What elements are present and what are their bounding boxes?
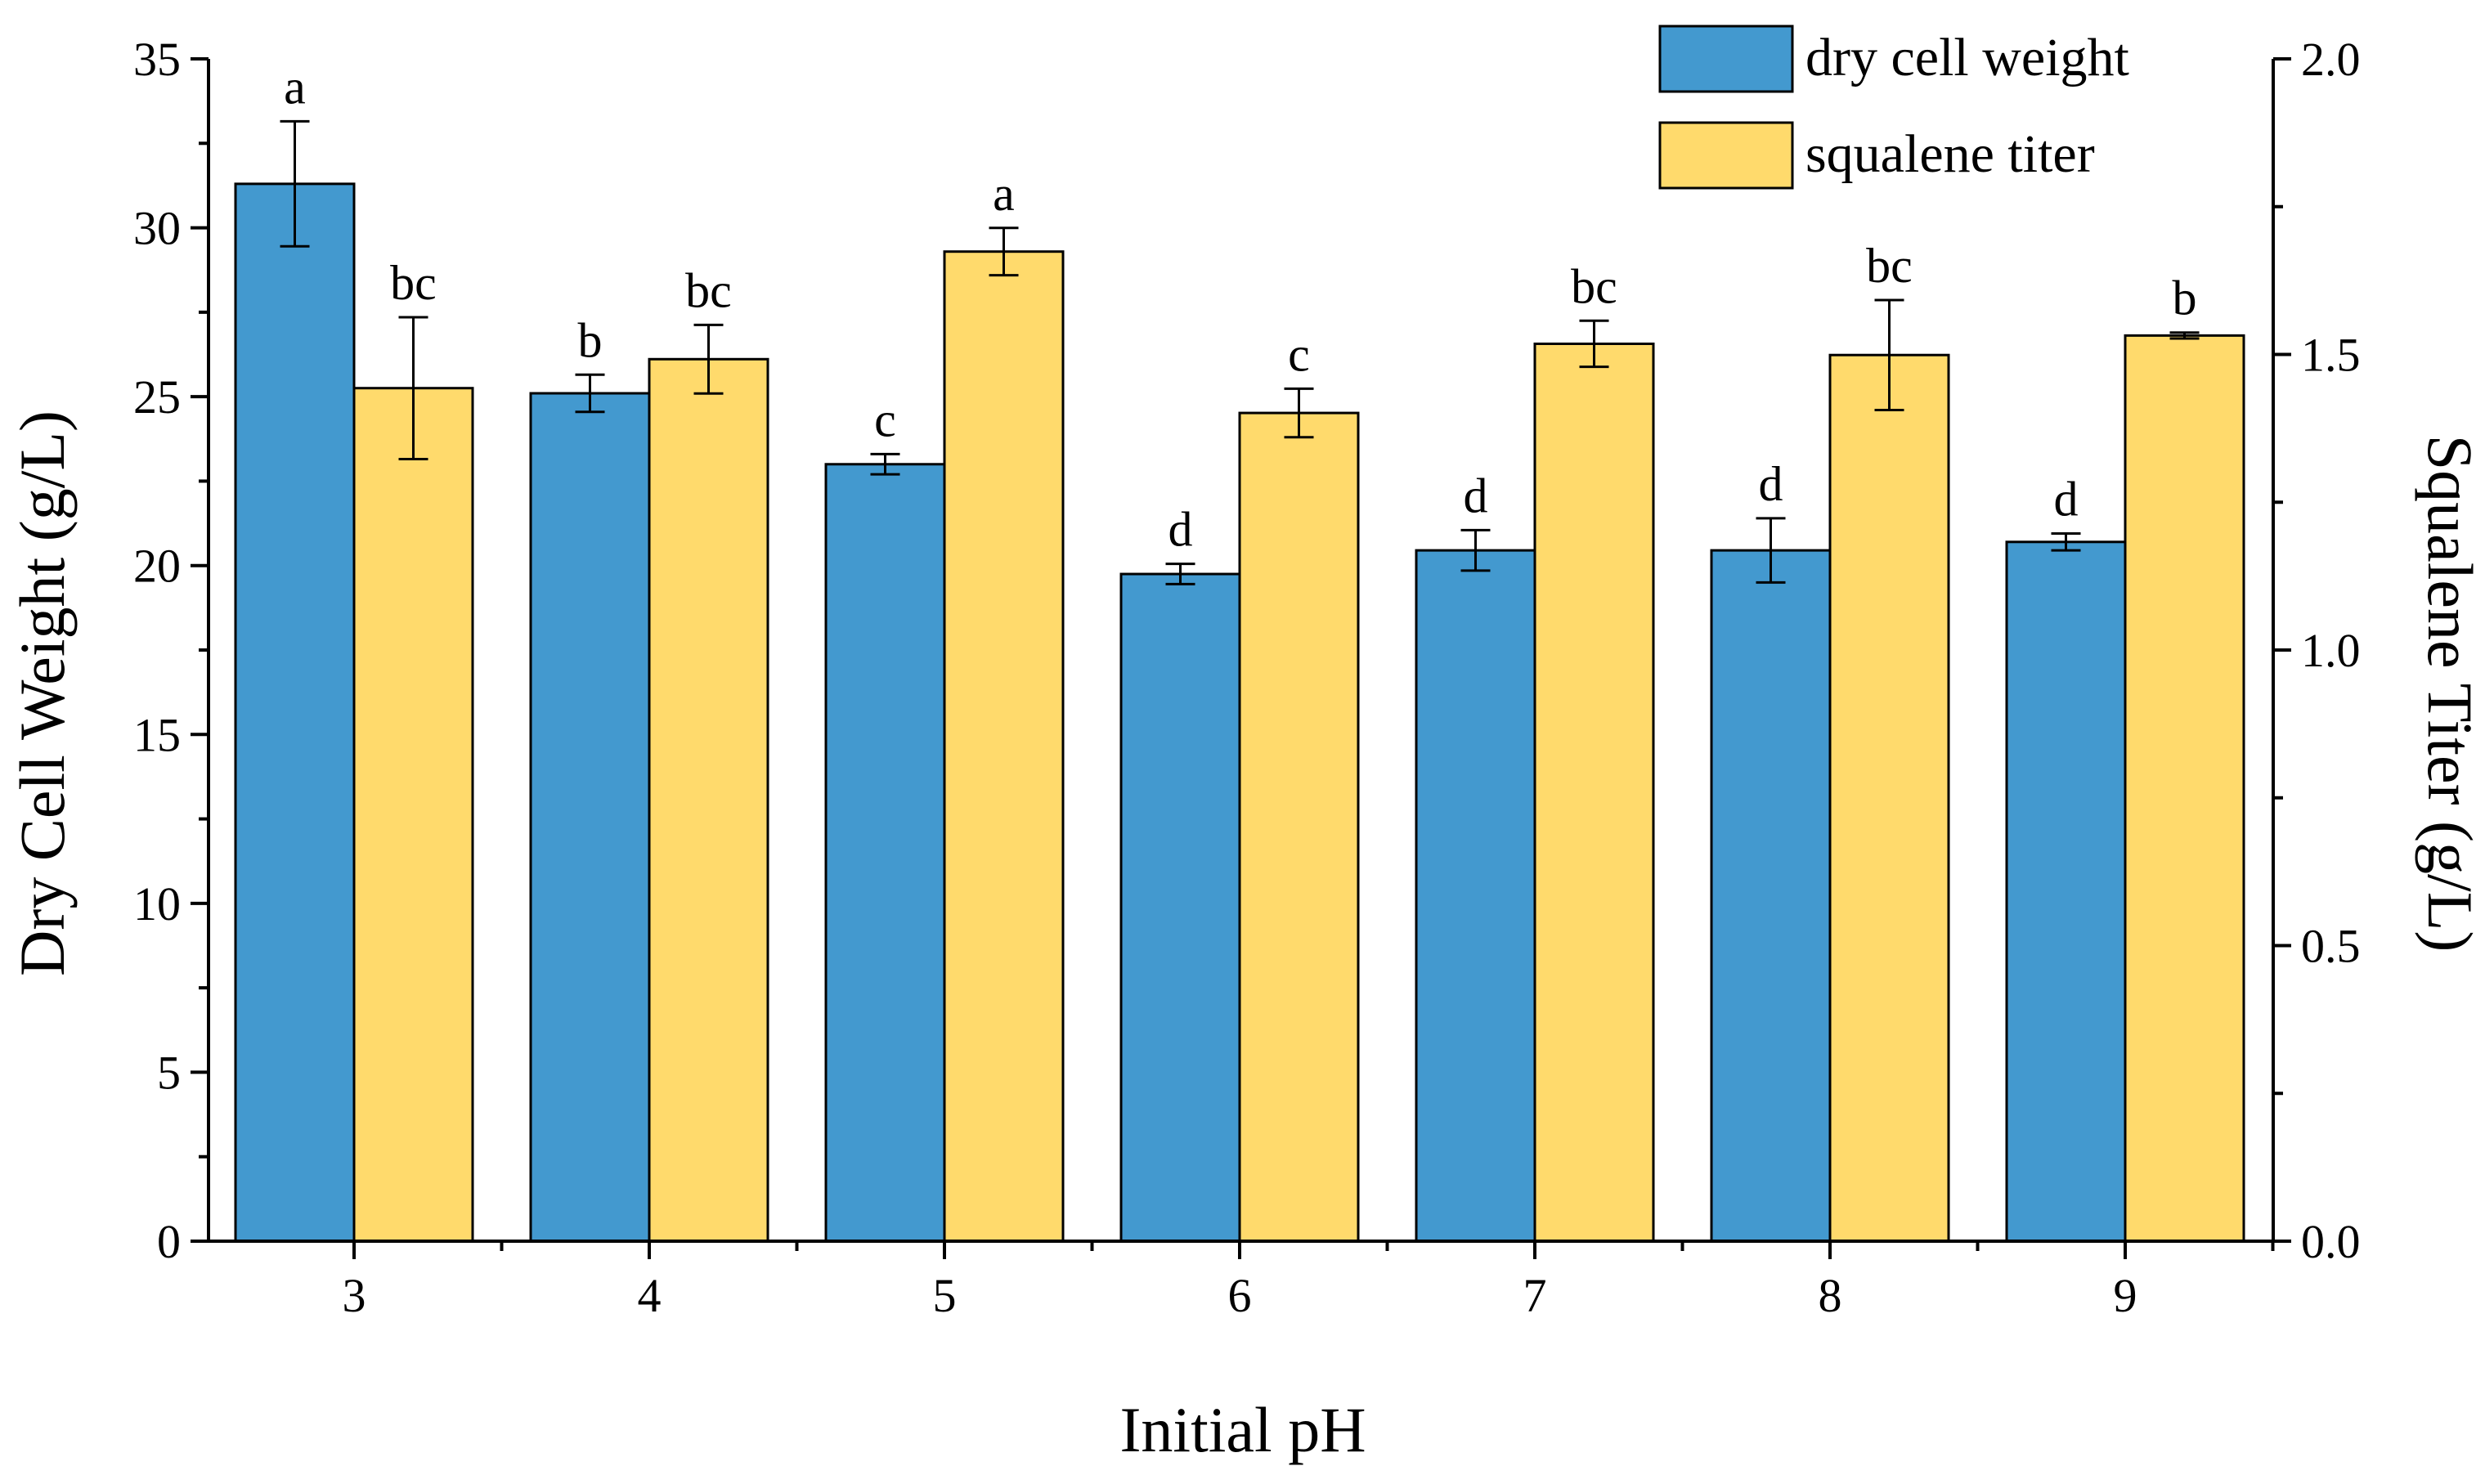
y-right-tick-label-0.0: 0.0 bbox=[2301, 1215, 2361, 1268]
bar-squalene-ph-7 bbox=[1533, 342, 1655, 1243]
significance-label-squalene-ph-4: bc bbox=[685, 263, 732, 317]
bars-layer bbox=[234, 182, 2245, 1243]
bar-dcw-ph-4 bbox=[529, 392, 651, 1243]
bar-dcw-ph-8 bbox=[1710, 549, 1832, 1243]
bar-squalene-ph-3 bbox=[352, 387, 474, 1243]
bar-dcw-ph-9 bbox=[2005, 540, 2127, 1243]
bar-dcw-ph-3 bbox=[234, 182, 356, 1243]
bar-dcw-ph-5 bbox=[824, 463, 946, 1243]
bar-squalene-ph-4 bbox=[648, 357, 769, 1243]
legend: dry cell weight squalene titer bbox=[1658, 25, 2129, 190]
y-right-tick-label-2.0: 2.0 bbox=[2301, 33, 2361, 86]
significance-label-dcw-ph-3: a bbox=[284, 60, 306, 114]
y-left-tick-label-35: 35 bbox=[133, 33, 181, 86]
y-left-tick-label-30: 30 bbox=[133, 202, 181, 255]
error-bars-layer bbox=[280, 119, 2200, 585]
y-left-axis-title: Dry Cell Weight (g/L) bbox=[7, 410, 78, 976]
y-left-tick-label-0: 0 bbox=[157, 1215, 181, 1268]
significance-label-dcw-ph-8: d bbox=[1759, 457, 1783, 511]
legend-swatch-dry-cell-weight bbox=[1658, 25, 1794, 93]
bar-squalene-ph-6 bbox=[1238, 411, 1360, 1243]
y-right-tick-label-1.5: 1.5 bbox=[2301, 329, 2361, 382]
significance-label-squalene-ph-8: bc bbox=[1866, 239, 1913, 293]
bar-squalene-ph-9 bbox=[2124, 334, 2245, 1243]
significance-label-squalene-ph-9: b bbox=[2173, 271, 2197, 325]
significance-label-squalene-ph-5: a bbox=[993, 167, 1015, 221]
significance-label-dcw-ph-7: d bbox=[1464, 469, 1488, 522]
bar-squalene-ph-5 bbox=[943, 250, 1065, 1243]
significance-label-dcw-ph-9: d bbox=[2054, 472, 2079, 526]
y-right-tick-label-1.0: 1.0 bbox=[2301, 624, 2361, 677]
bar-dcw-ph-7 bbox=[1415, 549, 1536, 1243]
y-right-axis-title: Squalene Titer (g/L) bbox=[2415, 435, 2485, 953]
x-tick-label-6: 6 bbox=[1228, 1269, 1252, 1322]
significance-label-squalene-ph-3: bc bbox=[390, 256, 437, 310]
x-tick-label-7: 7 bbox=[1523, 1269, 1547, 1322]
bar-dcw-ph-6 bbox=[1119, 572, 1241, 1243]
bar-squalene-ph-8 bbox=[1828, 353, 1950, 1243]
x-tick-label-3: 3 bbox=[343, 1269, 366, 1322]
significance-label-squalene-ph-7: bc bbox=[1571, 259, 1617, 313]
significance-label-dcw-ph-6: d bbox=[1168, 503, 1193, 557]
x-tick-label-5: 5 bbox=[933, 1269, 957, 1322]
significance-label-dcw-ph-4: b bbox=[578, 313, 603, 367]
y-left-tick-label-10: 10 bbox=[133, 877, 181, 930]
y-left-tick-label-15: 15 bbox=[133, 708, 181, 761]
legend-swatch-squalene-titer bbox=[1658, 121, 1794, 190]
significance-label-squalene-ph-6: c bbox=[1288, 327, 1310, 381]
axes-layer: 0 5 10 15 20 25 30 35 0.0 0.5 1.0 1.5 2.0 3 4 5 6 7 8 9 bbox=[133, 33, 2361, 1322]
y-right-tick-label-0.5: 0.5 bbox=[2301, 920, 2361, 973]
y-left-tick-label-5: 5 bbox=[157, 1046, 181, 1099]
y-left-tick-label-25: 25 bbox=[133, 370, 181, 424]
legend-label-dry-cell-weight: dry cell weight bbox=[1805, 28, 2129, 87]
x-axis-title: Initial pH bbox=[1119, 1394, 1366, 1465]
x-tick-label-8: 8 bbox=[1819, 1269, 1842, 1322]
x-tick-label-4: 4 bbox=[638, 1269, 662, 1322]
x-tick-label-9: 9 bbox=[2114, 1269, 2137, 1322]
significance-label-dcw-ph-5: c bbox=[874, 392, 896, 446]
y-left-tick-label-20: 20 bbox=[133, 540, 181, 593]
legend-label-squalene-titer: squalene titer bbox=[1805, 124, 2095, 184]
